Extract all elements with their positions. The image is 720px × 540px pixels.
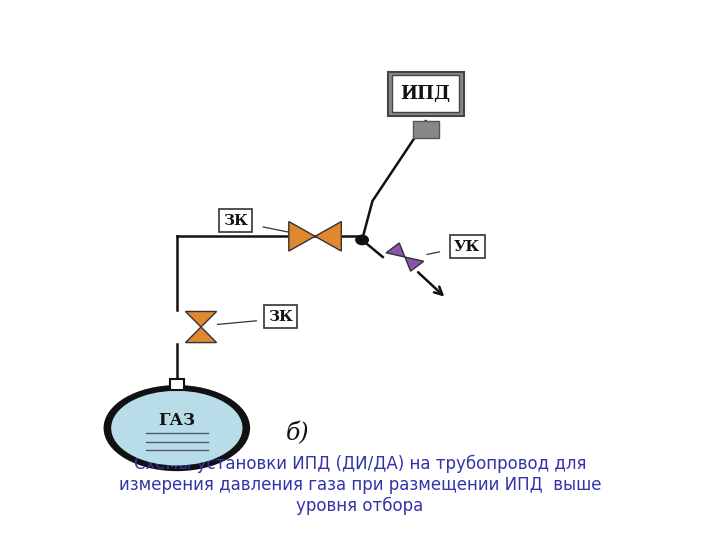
Bar [392,76,459,112]
Polygon shape [186,312,217,327]
Bar [170,379,184,390]
Ellipse shape [104,385,250,471]
Polygon shape [186,327,217,342]
Text: Схемы установки ИПД (ДИ/ДА) на трубопровод для
измерения давления газа при разме: Схемы установки ИПД (ДИ/ДА) на трубопров… [119,455,601,515]
Bar [387,72,464,116]
Text: ИПД: ИПД [400,85,451,103]
Bar [413,121,438,138]
Text: ЗК: ЗК [268,309,293,323]
Polygon shape [315,221,341,251]
Text: УК: УК [454,240,480,254]
Circle shape [356,235,369,245]
Text: ЗК: ЗК [223,214,248,228]
Polygon shape [405,257,424,271]
Text: б): б) [286,422,310,445]
Text: ГАЗ: ГАЗ [158,412,195,429]
Ellipse shape [111,391,243,465]
Polygon shape [289,221,315,251]
Polygon shape [386,243,405,257]
